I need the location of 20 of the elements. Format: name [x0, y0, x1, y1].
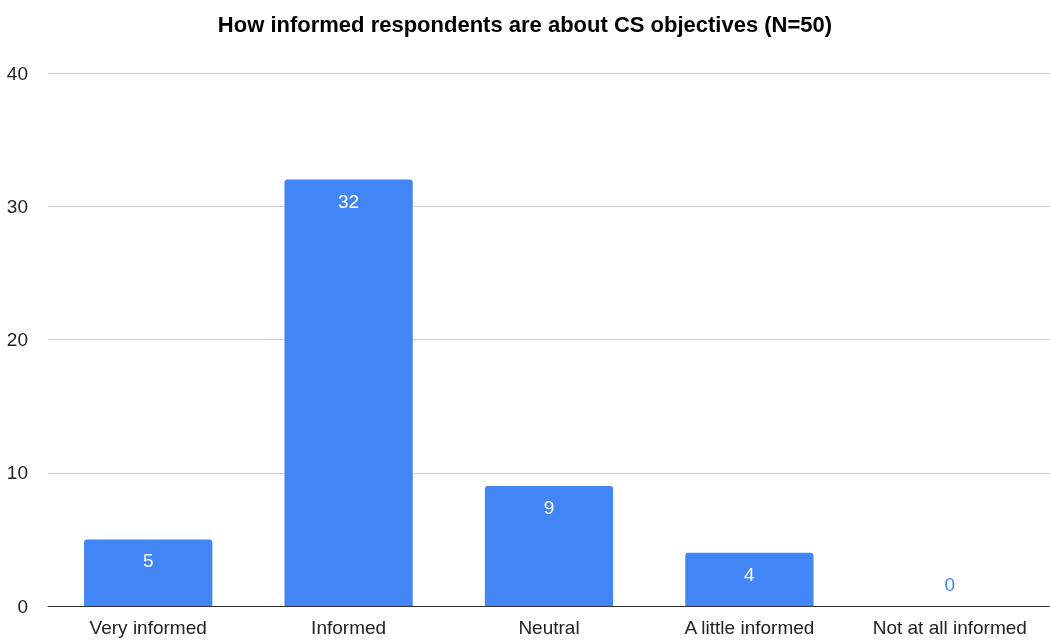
chart-title: How informed respondents are about CS objectives (N=50) — [217, 11, 833, 37]
y-tick-label: 20 — [6, 329, 28, 350]
y-tick-label: 10 — [6, 462, 28, 484]
x-tick-label: Informed — [311, 617, 387, 638]
x-tick-label: Neutral — [518, 617, 580, 638]
bar — [284, 179, 413, 606]
y-tick-label: 0 — [17, 595, 28, 617]
x-tick-label: Not at all informed — [872, 617, 1027, 638]
bar — [84, 539, 213, 606]
bar — [685, 552, 814, 606]
x-tick-label: Very informed — [89, 617, 207, 638]
data-label: 9 — [543, 497, 555, 519]
y-tick-label: 30 — [6, 195, 28, 217]
data-label: 4 — [744, 563, 756, 585]
data-label: 32 — [338, 190, 360, 212]
data-label: 0 — [944, 574, 956, 595]
data-label: 5 — [142, 550, 154, 572]
bar — [484, 486, 614, 606]
x-tick-label: A little informed — [684, 617, 815, 638]
y-tick-label: 40 — [6, 62, 28, 84]
